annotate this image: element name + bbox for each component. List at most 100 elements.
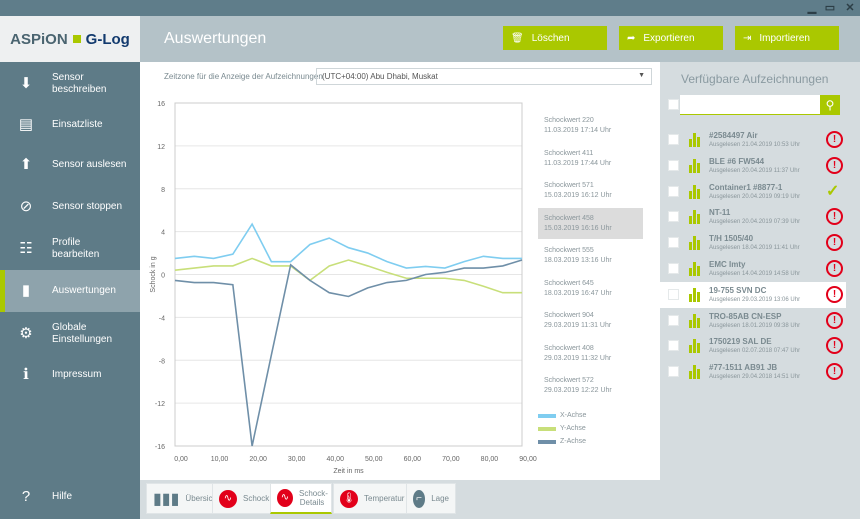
export-button[interactable]: ➦ Exportieren bbox=[619, 26, 723, 50]
record-item[interactable]: NT-11 Ausgelesen 20.04.2019 07:39 Uhr! bbox=[660, 204, 846, 230]
search-icon: ⚲ bbox=[825, 98, 835, 112]
record-checkbox[interactable] bbox=[668, 314, 679, 326]
alert-icon: ! bbox=[826, 234, 843, 252]
series-line-x-achse bbox=[174, 222, 522, 269]
document-icon: ▤ bbox=[18, 116, 34, 133]
legend-label: Z-Achse bbox=[560, 438, 587, 445]
sidebar-item-label: Hilfe bbox=[52, 491, 73, 502]
sidebar-item-sensor-beschreiben[interactable]: ⬇ Sensor beschreiben bbox=[0, 62, 140, 105]
shock-date: 18.03.2019 13:16 Uhr bbox=[544, 257, 612, 264]
shock-list-item[interactable]: Schockwert 572 29.03.2019 12:22 Uhr bbox=[538, 370, 643, 401]
export-label: Exportieren bbox=[643, 32, 695, 44]
sidebar-item-label: Sensor stoppen bbox=[52, 200, 123, 212]
record-checkbox[interactable] bbox=[668, 366, 679, 378]
record-item[interactable]: T/H 1505/40 Ausgelesen 18.04.2019 11:41 U… bbox=[660, 230, 846, 256]
import-label: Importieren bbox=[759, 32, 810, 44]
upload-icon: ⬆ bbox=[19, 156, 33, 173]
shock-list-item[interactable]: Schockwert 408 29.03.2019 11:32 Uhr bbox=[538, 338, 643, 369]
sidebar-item-sensor-auslesen[interactable]: ⬆ Sensor auslesen bbox=[0, 145, 140, 185]
tab-lage[interactable]: ⌐ Lage bbox=[406, 483, 456, 514]
sidebar-item-sensor-stoppen[interactable]: ⊘ Sensor stoppen bbox=[0, 185, 140, 228]
record-name: 19-755 SVN DC bbox=[709, 285, 767, 295]
search-button[interactable]: ⚲ bbox=[820, 95, 840, 115]
minimize-button[interactable]: ▁ bbox=[807, 2, 817, 14]
record-checkbox[interactable] bbox=[668, 340, 679, 352]
record-item[interactable]: EMC Imty Ausgelesen 14.04.2019 14:58 Uhr! bbox=[660, 256, 846, 282]
record-item[interactable]: Container1 #8877-1 Ausgelesen 20.04.2019 … bbox=[660, 179, 846, 205]
x-tick-label: 30,00 bbox=[288, 456, 306, 463]
sidebar-item-label: Einsatzliste bbox=[52, 119, 103, 130]
sidebar-item-label: Auswertungen bbox=[52, 285, 116, 296]
y-tick-label: 4 bbox=[161, 230, 165, 237]
maximize-button[interactable]: ▭ bbox=[824, 2, 836, 14]
delete-button[interactable]: 🗑 Löschen bbox=[503, 26, 607, 50]
shock-list-item[interactable]: Schockwert 411 11.03.2019 17:44 Uhr bbox=[538, 143, 643, 174]
sidebar: ⬇ Sensor beschreiben ▤ Einsatzliste ⬆ Senso… bbox=[0, 62, 140, 519]
shock-date: 15.03.2019 16:12 Uhr bbox=[544, 192, 612, 199]
sidebar-item-hilfe[interactable]: ? Hilfe bbox=[0, 482, 140, 512]
close-button[interactable]: ✕ bbox=[845, 2, 855, 14]
main-panel: Zeitzone für die Anzeige der Aufzeichnun… bbox=[140, 62, 660, 480]
shock-name: Schockwert 904 bbox=[544, 312, 594, 319]
bar-chart-icon bbox=[689, 210, 700, 225]
record-checkbox[interactable] bbox=[668, 134, 679, 145]
x-tick-label: 0,00 bbox=[174, 456, 188, 463]
tab-schock-details[interactable]: ∿ Schock-Details bbox=[270, 483, 332, 514]
record-name: Container1 #8877-1 bbox=[709, 182, 783, 192]
y-tick-label: 16 bbox=[157, 101, 165, 108]
alert-icon: ! bbox=[826, 311, 843, 329]
record-name: #2584497 Air bbox=[709, 131, 758, 140]
record-name: NT-11 bbox=[709, 208, 731, 218]
page-title: Auswertungen bbox=[164, 30, 267, 47]
sidebar-item-auswertungen[interactable]: ▮ Auswertungen bbox=[0, 270, 140, 312]
legend-swatch bbox=[538, 413, 556, 418]
shock-name: Schockwert 408 bbox=[544, 344, 594, 352]
record-checkbox[interactable] bbox=[668, 288, 679, 300]
timezone-label: Zeitzone für die Anzeige der Aufzeichnun… bbox=[164, 72, 323, 81]
shock-list-item[interactable]: Schockwert 645 18.03.2019 16:47 Uhr bbox=[538, 273, 643, 304]
sidebar-item-profile-bearbeiten[interactable]: ☷ Profile bearbeiten bbox=[0, 228, 140, 270]
bar-chart-icon bbox=[689, 262, 700, 276]
shock-list-item[interactable]: Schockwert 458 15.03.2019 16:16 Uhr bbox=[538, 207, 643, 239]
header: Auswertungen 🗑 Löschen ➦ Exportieren ⇥ Impo… bbox=[140, 16, 860, 62]
shock-list-item[interactable]: Schockwert 555 18.03.2019 13:16 Uhr bbox=[538, 240, 643, 271]
sidebar-item-impressum[interactable]: ℹ Impressum bbox=[0, 355, 140, 395]
timezone-select[interactable]: (UTC+04:00) Abu Dhabi, Muskat ▼ bbox=[316, 68, 652, 85]
record-name: TRO-85AB CN-ESP bbox=[709, 311, 782, 321]
record-item[interactable]: 1750219 SAL DE Ausgelesen 02.07.2018 07:4… bbox=[660, 333, 846, 359]
record-checkbox[interactable] bbox=[668, 263, 679, 274]
alert-icon: ! bbox=[826, 156, 843, 174]
record-item[interactable]: BLE #6 FW544 Ausgelesen 20.04.2019 11:37 … bbox=[660, 153, 846, 179]
alert-icon: ! bbox=[826, 208, 843, 226]
record-checkbox[interactable] bbox=[668, 237, 679, 249]
tab-temperatur[interactable]: 🌡 Temperatur bbox=[333, 483, 412, 514]
shock-list-item[interactable]: Schockwert 571 15.03.2019 16:12 Uhr bbox=[538, 175, 643, 206]
record-name: T/H 1505/40 bbox=[709, 234, 754, 244]
y-axis-label: Schock in g bbox=[150, 256, 157, 292]
tab-schock[interactable]: ∿ Schock bbox=[212, 483, 277, 514]
x-tick-label: 50,00 bbox=[365, 456, 383, 463]
search-input[interactable] bbox=[680, 95, 820, 115]
title-bar: ▁ ▭ ✕ bbox=[0, 0, 860, 16]
record-item[interactable]: #77-1511 AB91 JB Ausgelesen 29.04.2018 14… bbox=[660, 359, 846, 385]
record-checkbox[interactable] bbox=[668, 159, 679, 171]
record-item[interactable]: 19-755 SVN DC Ausgelesen 29.03.2019 13:06… bbox=[660, 281, 846, 308]
select-all-checkbox[interactable] bbox=[668, 99, 679, 110]
alert-icon: ! bbox=[826, 260, 843, 277]
record-checkbox[interactable] bbox=[668, 185, 679, 197]
shock-list-item[interactable]: Schockwert 904 29.03.2019 11:31 Uhr bbox=[538, 305, 643, 336]
shock-list-item[interactable]: Schockwert 220 11.03.2019 17:14 Uhr bbox=[538, 110, 643, 141]
record-checkbox[interactable] bbox=[668, 211, 679, 223]
tab-label: Schock bbox=[243, 494, 270, 503]
bar-chart-icon bbox=[689, 313, 700, 328]
shock-date: 15.03.2019 16:16 Uhr bbox=[544, 224, 612, 232]
sidebar-item-label: Sensor auslesen bbox=[52, 159, 127, 170]
sidebar-item-einsatzliste[interactable]: ▤ Einsatzliste bbox=[0, 105, 140, 145]
gear-icon: ⚙ bbox=[19, 324, 33, 342]
record-item[interactable]: #2584497 Air Ausgelesen 21.04.2019 10:53 … bbox=[660, 127, 846, 153]
sidebar-item-globale-einstellungen[interactable]: ⚙ Globale Einstellungen bbox=[0, 312, 140, 355]
download-icon: ⬇ bbox=[19, 74, 33, 92]
record-item[interactable]: TRO-85AB CN-ESP Ausgelesen 18.01.2019 09:… bbox=[660, 308, 846, 334]
record-name: EMC Imty bbox=[709, 260, 746, 269]
import-button[interactable]: ⇥ Importieren bbox=[735, 26, 839, 50]
